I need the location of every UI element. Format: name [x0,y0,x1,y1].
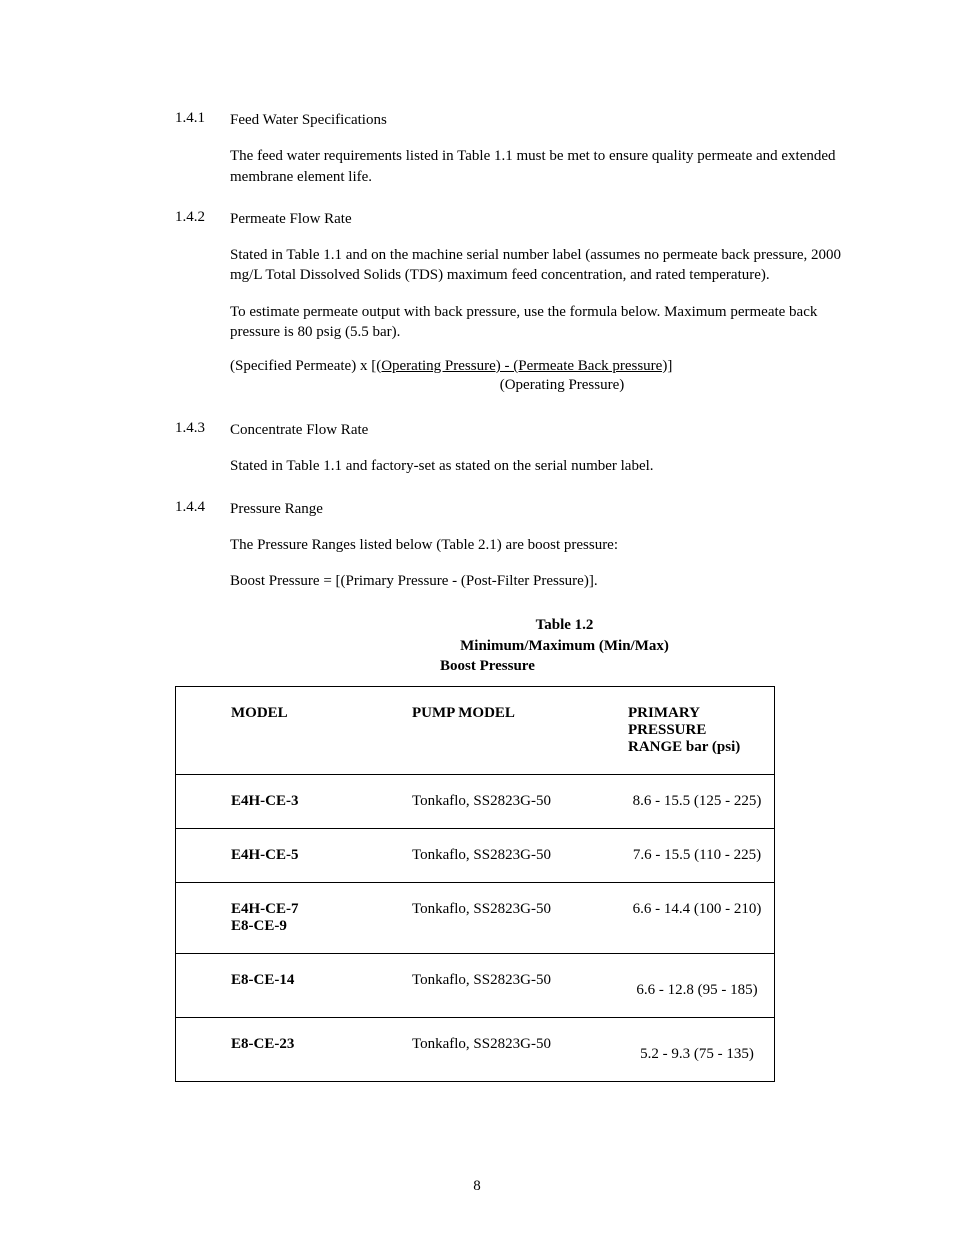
page-number: 8 [0,1178,954,1195]
formula-numerator-line: (Specified Permeate) x [(Operating Press… [230,358,844,375]
section-1-4-2: 1.4.2 Permeate Flow Rate Stated in Table… [175,209,844,414]
cell-pressure: 6.6 - 12.8 (95 - 185) [620,954,775,1018]
boost-pressure-table: MODEL PUMP MODEL PRIMARY PRESSURE RANGE … [175,686,775,1082]
section-paragraph: Stated in Table 1.1 and factory-set as s… [230,456,844,476]
section-1-4-1: 1.4.1 Feed Water Specifications The feed… [175,110,844,203]
section-title: Pressure Range [230,499,844,519]
table-title-line: Table 1.2 [285,615,844,635]
cell-pump: Tonkaflo, SS2823G-50 [404,954,620,1018]
section-number: 1.4.1 [175,110,230,203]
table-row: E4H-CE-5 Tonkaflo, SS2823G-50 7.6 - 15.5… [176,829,775,883]
section-1-4-3: 1.4.3 Concentrate Flow Rate Stated in Ta… [175,420,844,493]
cell-pump: Tonkaflo, SS2823G-50 [404,883,620,954]
table-header-pressure-line1: PRIMARY PRESSURE [628,705,706,738]
cell-pressure: 6.6 - 14.4 (100 - 210) [620,883,775,954]
cell-model: E4H-CE-3 [176,775,405,829]
table-header-pump: PUMP MODEL [404,687,620,775]
section-paragraph: Stated in Table 1.1 and on the machine s… [230,245,844,286]
section-title: Permeate Flow Rate [230,209,844,229]
section-paragraph: The Pressure Ranges listed below (Table … [230,535,844,555]
cell-pump: Tonkaflo, SS2823G-50 [404,829,620,883]
section-body: Pressure Range The Pressure Ranges liste… [230,499,844,608]
table-header-model: MODEL [176,687,405,775]
cell-pump: Tonkaflo, SS2823G-50 [404,775,620,829]
section-paragraph: To estimate permeate output with back pr… [230,302,844,343]
table-row: E8-CE-23 Tonkaflo, SS2823G-50 5.2 - 9.3 … [176,1018,775,1082]
table-row: E4H-CE-3 Tonkaflo, SS2823G-50 8.6 - 15.5… [176,775,775,829]
formula-denominator: (Operating Pressure) [230,377,844,394]
section-body: Concentrate Flow Rate Stated in Table 1.… [230,420,844,493]
cell-pressure: 8.6 - 15.5 (125 - 225) [620,775,775,829]
cell-model: E4H-CE-5 [176,829,405,883]
section-body: Feed Water Specifications The feed water… [230,110,844,203]
cell-model: E8-CE-14 [176,954,405,1018]
section-number: 1.4.2 [175,209,230,414]
cell-pressure: 5.2 - 9.3 (75 - 135) [620,1018,775,1082]
formula-numerator: [(Operating Pressure) - (Permeate Back p… [371,358,672,374]
section-body: Permeate Flow Rate Stated in Table 1.1 a… [230,209,844,414]
table-row: E8-CE-14 Tonkaflo, SS2823G-50 6.6 - 12.8… [176,954,775,1018]
document-page: 1.4.1 Feed Water Specifications The feed… [0,0,954,1235]
section-number: 1.4.4 [175,499,230,608]
section-paragraph: Boost Pressure = [(Primary Pressure - (P… [230,571,844,591]
table-row: E4H-CE-7 E8-CE-9 Tonkaflo, SS2823G-50 6.… [176,883,775,954]
section-title: Feed Water Specifications [230,110,844,130]
table-title-line: Minimum/Maximum (Min/Max) [285,636,844,656]
section-title: Concentrate Flow Rate [230,420,844,440]
table-header-pressure-line2: RANGE bar (psi) [628,739,740,755]
cell-model: E4H-CE-7 E8-CE-9 [176,883,405,954]
formula-prefix: (Specified Permeate) x [230,358,371,374]
cell-pressure: 7.6 - 15.5 (110 - 225) [620,829,775,883]
cell-pump: Tonkaflo, SS2823G-50 [404,1018,620,1082]
table-title-line: Boost Pressure [285,656,844,676]
section-1-4-4: 1.4.4 Pressure Range The Pressure Ranges… [175,499,844,608]
section-number: 1.4.3 [175,420,230,493]
table-title-block: Table 1.2 Minimum/Maximum (Min/Max) Boos… [175,615,844,676]
cell-model: E8-CE-23 [176,1018,405,1082]
section-paragraph: The feed water requirements listed in Ta… [230,146,844,187]
table-header-pressure: PRIMARY PRESSURE RANGE bar (psi) [620,687,775,775]
table-header-row: MODEL PUMP MODEL PRIMARY PRESSURE RANGE … [176,687,775,775]
